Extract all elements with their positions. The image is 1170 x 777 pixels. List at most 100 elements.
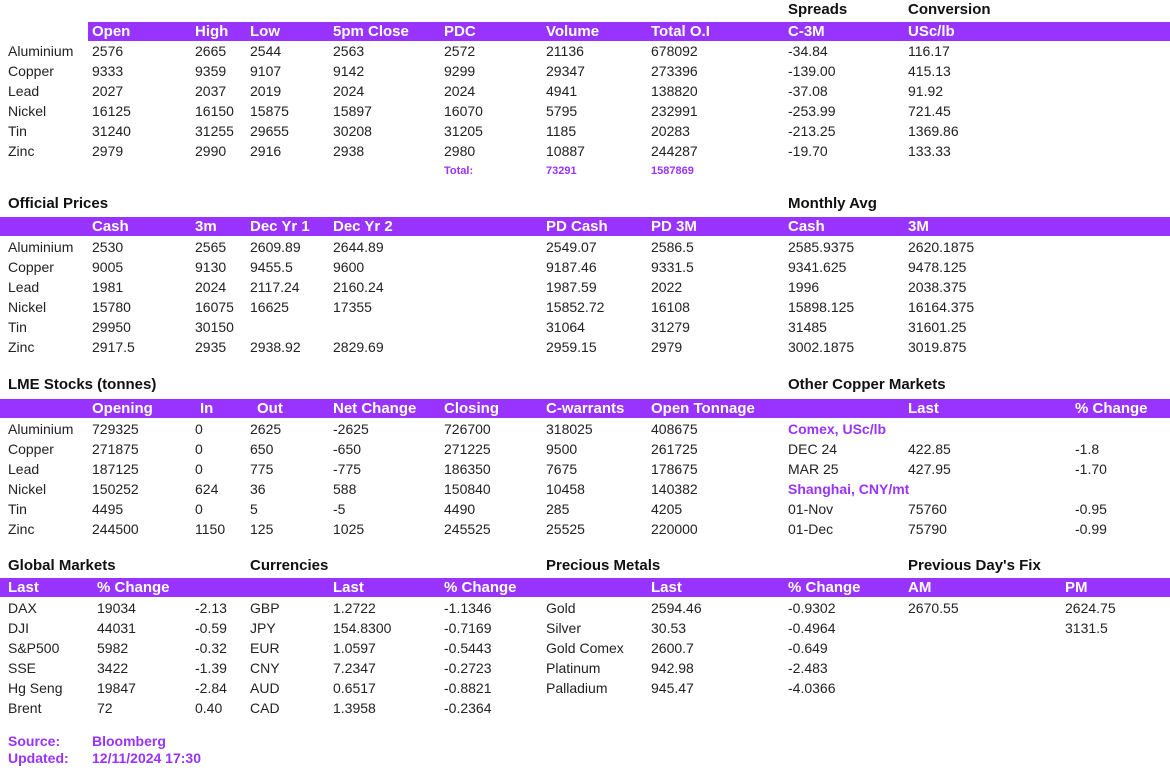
cell: 244287	[651, 143, 698, 159]
column-header: PD 3M	[651, 218, 697, 235]
row-label: 01-Nov	[788, 501, 834, 517]
cell: 0	[195, 501, 203, 517]
cell: 2938	[333, 143, 365, 159]
column-header: AM	[908, 579, 932, 596]
cell: 16625	[250, 299, 289, 315]
row-label: Palladium	[546, 680, 608, 696]
column-header: Last	[908, 400, 939, 417]
cell: 15780	[92, 299, 131, 315]
cell: -253.99	[788, 103, 836, 119]
cell: -139.00	[788, 63, 836, 79]
column-header: Out	[257, 400, 283, 417]
cell: 427.95	[908, 461, 951, 477]
row-label: SSE	[8, 660, 37, 676]
row-label: 2670.55	[908, 600, 959, 616]
cell: 9130	[195, 259, 227, 275]
row-label: 01-Dec	[788, 521, 834, 537]
cell: 2609.89	[250, 239, 301, 255]
cell: 10458	[546, 481, 585, 497]
row-label: Zinc	[8, 143, 35, 159]
row-label: Aluminium	[8, 43, 74, 59]
cell: -37.08	[788, 83, 828, 99]
column-header: Open	[92, 23, 131, 40]
row-label: Copper	[8, 63, 54, 79]
cell: 16108	[651, 299, 690, 315]
cell: 9341.625	[788, 259, 847, 275]
cell: 2829.69	[333, 339, 384, 355]
section-title: Currencies	[250, 557, 329, 574]
cell: 75760	[908, 501, 947, 517]
column-header: Last	[651, 579, 682, 596]
cell: 2625	[250, 421, 282, 437]
row-label: CAD	[250, 700, 280, 716]
cell: 2117.24	[250, 279, 300, 295]
cell: 2024	[444, 83, 476, 99]
total: Total:	[444, 165, 474, 177]
cell: 30208	[333, 123, 372, 139]
cell: -34.84	[788, 43, 828, 59]
cell: 624	[195, 481, 219, 497]
column-header: High	[195, 23, 229, 40]
cell: 9500	[546, 441, 578, 457]
group-label: Shanghai, CNY/mt	[788, 481, 910, 497]
cell: 138820	[651, 83, 698, 99]
column-header: Low	[250, 23, 280, 40]
cell: 9600	[333, 259, 365, 275]
row-label: Gold Comex	[546, 640, 624, 656]
cell: 10887	[546, 143, 585, 159]
section-title: LME Stocks (tonnes)	[8, 376, 157, 393]
cell: 20283	[651, 123, 690, 139]
column-header: Dec Yr 1	[250, 218, 310, 235]
cell: 220000	[651, 521, 698, 537]
cell: 15875	[250, 103, 289, 119]
column-header: Opening	[92, 400, 153, 417]
column-header: Dec Yr 2	[333, 218, 393, 235]
cell: 2644.89	[333, 239, 384, 255]
cell: -1.70	[1075, 461, 1107, 477]
cell: -0.9302	[788, 600, 836, 616]
cell: 4495	[92, 501, 124, 517]
cell: 16075	[195, 299, 234, 315]
cell: 273396	[651, 63, 698, 79]
cell: -0.99	[1075, 521, 1107, 537]
row-label: Nickel	[8, 103, 47, 119]
column-header: Total O.I	[651, 23, 710, 40]
row-label: Tin	[8, 319, 27, 335]
cell: 422.85	[908, 441, 951, 457]
cell: 17355	[333, 299, 372, 315]
row-label: Zinc	[8, 521, 35, 537]
cell: -775	[333, 461, 362, 477]
cell: 29347	[546, 63, 585, 79]
source-label: Source:	[8, 733, 61, 749]
cell: 2665	[195, 43, 227, 59]
cell: 245525	[444, 521, 491, 537]
cell: 2935	[195, 339, 227, 355]
cell: 0.40	[195, 700, 223, 716]
group-label: Comex, USc/lb	[788, 421, 887, 437]
cell: 91.92	[908, 83, 944, 99]
cell: 2938.92	[250, 339, 301, 355]
cell: 2024	[333, 83, 365, 99]
cell: 2565	[195, 239, 227, 255]
cell: -0.32	[195, 640, 227, 656]
row-label: Zinc	[8, 339, 35, 355]
cell: 154.8300	[333, 620, 392, 636]
cell: 244500	[92, 521, 139, 537]
row-label: Aluminium	[8, 421, 74, 437]
cell: 318025	[546, 421, 593, 437]
cell: 16164.375	[908, 299, 975, 315]
cell: 3002.1875	[788, 339, 855, 355]
cell: -0.2364	[444, 700, 492, 716]
section-title: Precious Metals	[546, 557, 661, 574]
column-header: % Change	[444, 579, 517, 596]
cell: 31064	[546, 319, 585, 335]
cell: 1987.59	[546, 279, 597, 295]
cell: 44031	[97, 620, 136, 636]
cell: 2037	[195, 83, 227, 99]
cell: 1185	[546, 123, 577, 139]
row-label: Silver	[546, 620, 582, 636]
row-label: Tin	[8, 123, 27, 139]
cell: 186350	[444, 461, 491, 477]
cell: 0	[195, 421, 203, 437]
